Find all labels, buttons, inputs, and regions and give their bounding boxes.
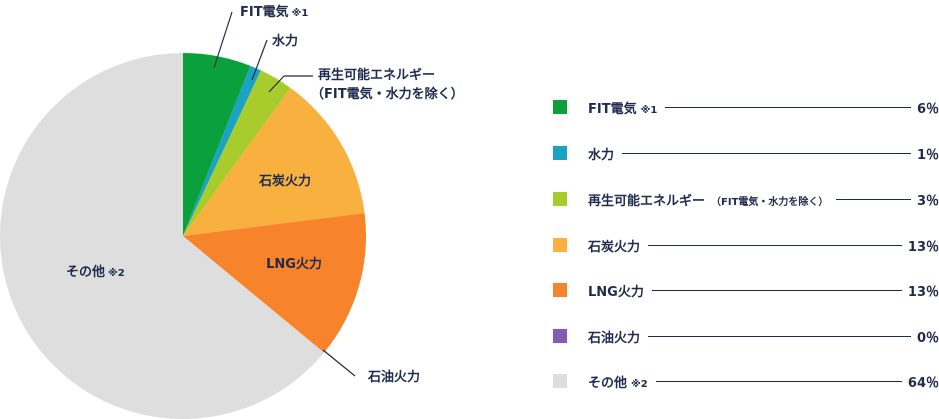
legend-swatch [553,238,567,252]
legend-leader-line [651,289,902,291]
legend-swatch [553,100,567,114]
legend-value: 6％ [916,101,939,117]
legend-name-text: その他 [588,375,628,391]
legend-row: 再生可能エネルギー （FIT電気・水力を除く） 3％ [553,188,939,210]
legend-name-text: 石炭火力 [588,239,641,255]
legend-value: 64％ [907,375,939,391]
pie-slice-renew [183,70,291,236]
legend-leader-line [648,244,902,246]
label-oil: 石油火力 [367,369,420,385]
legend-swatch [553,192,567,206]
legend-row: 石油火力 0％ [553,325,939,347]
legend-leader-line [836,198,911,200]
legend-note: ※2 [631,378,648,390]
legend-name-text: 石油火力 [588,330,641,346]
legend-name: LNG火力 [588,281,644,300]
legend-value: 3％ [916,193,939,209]
legend-leader-line [665,106,911,108]
pie-slice-coal [183,87,365,236]
legend-note: （FIT電気・水力を除く） [711,196,829,208]
legend-name: FIT電気 ※1 [588,98,657,117]
legend-name: 石油火力 [588,327,640,346]
legend-row: LNG火力 13％ [553,279,939,301]
legend-name-text: FIT電気 [588,101,637,117]
pie-slices [0,53,366,419]
legend-row: FIT電気 ※1 6％ [553,96,939,118]
legend-swatch [553,283,567,297]
label-lng: LNG火力 [266,256,322,272]
label-coal: 石炭火力 [258,173,311,189]
legend-name-text: 水力 [588,147,615,163]
pie-slice-lng [183,213,366,353]
legend-row: その他 ※2 64％ [553,370,939,392]
label-hydro: 水力 [272,33,298,49]
pie-chart: FIT電気 ※1 水力 再生可能エネルギー （FIT電気・水力を除く） 石炭火力 … [0,4,464,419]
label-fit: FIT電気 ※1 [240,4,308,20]
legend-swatch [553,374,567,388]
pie-slice-hydro [183,65,261,236]
legend-name: 再生可能エネルギー （FIT電気・水力を除く） [588,190,828,209]
legend-name-text: LNG火力 [588,284,644,300]
legend-row: 水力 1％ [553,142,939,164]
legend-name: 石炭火力 [588,236,640,255]
legend-leader-line [648,335,911,337]
legend-leader-line [655,380,902,382]
legend-value: 0％ [916,330,939,346]
legend-note: ※1 [640,104,658,116]
callout-line-fit [213,11,233,69]
label-renew-line2: （FIT電気・水力を除く） [311,86,464,102]
legend-swatch [553,146,567,160]
callout-lines [213,11,356,377]
legend-value: 13％ [907,284,939,300]
callout-line-oil [322,349,356,377]
legend-name: 水力 [588,144,614,163]
pie-slice-fit [183,53,251,236]
legend-leader-line [622,152,911,154]
legend-row: 石炭火力 13％ [553,234,939,256]
legend-name-text: 再生可能エネルギー [588,193,706,209]
legend-swatch [553,329,567,343]
callout-line-renew [268,75,285,93]
legend-name: その他 ※2 [588,372,648,391]
pie-slice-other [0,53,325,419]
legend-value: 1％ [916,147,939,163]
callout-line-hydro [251,39,268,81]
legend-value: 13％ [907,239,939,255]
label-renew-line1: 再生可能エネルギー [318,67,435,83]
label-other: その他 ※2 [66,264,125,280]
